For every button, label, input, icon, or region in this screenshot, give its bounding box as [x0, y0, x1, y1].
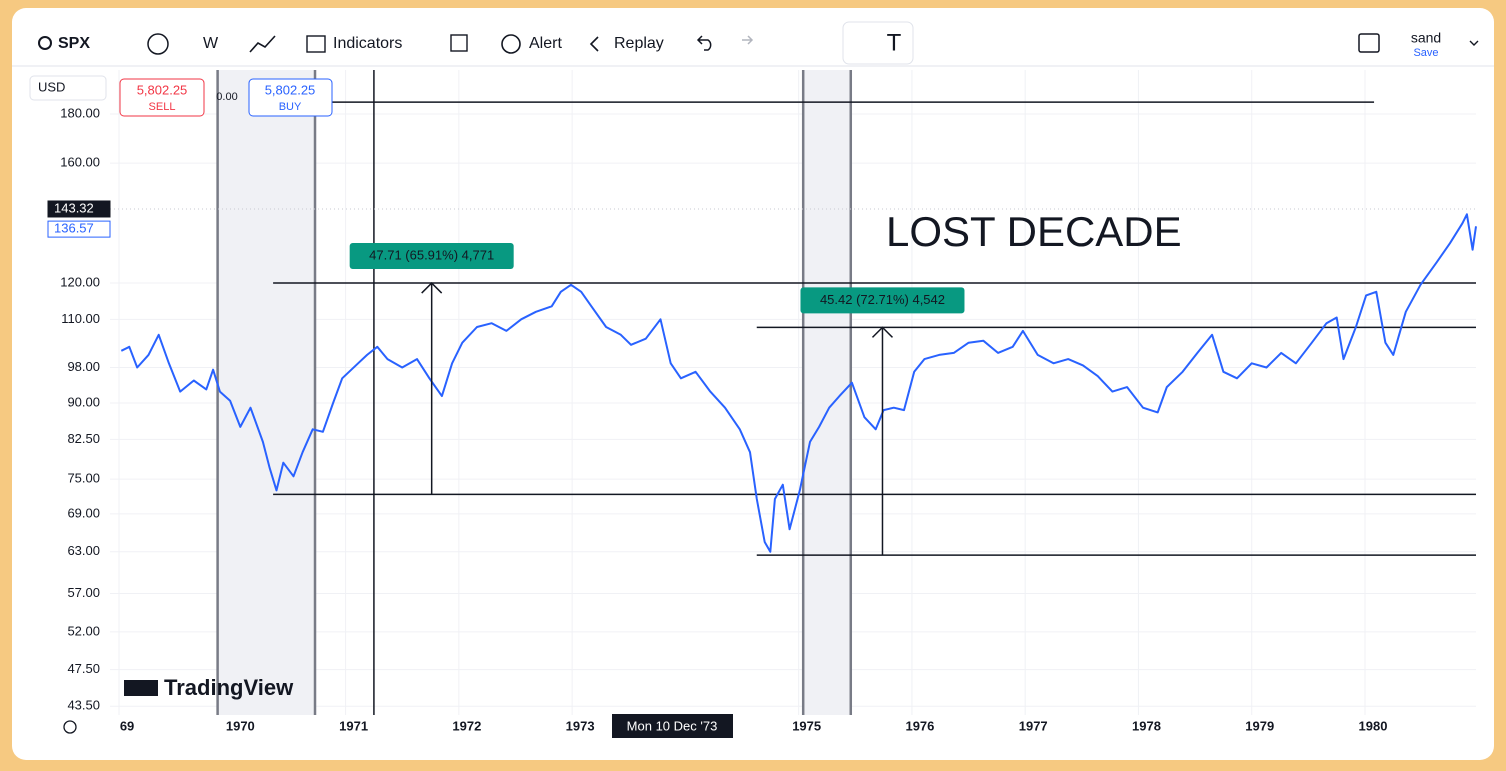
toolbar: SPX W Indicators Alert Replay T sand Sav…	[38, 21, 1479, 65]
price-label-box	[47, 220, 111, 238]
currency[interactable]: USD	[38, 79, 65, 94]
save[interactable]: Save	[1413, 47, 1438, 59]
text-tool[interactable]: T	[887, 29, 902, 56]
chart-type[interactable]	[249, 35, 276, 53]
y-tick-label: 75.00	[67, 471, 100, 486]
y-tick-label: 160.00	[60, 155, 100, 170]
redo[interactable]	[742, 35, 754, 45]
x-tick-label: 69	[120, 718, 134, 733]
y-tick-label: 120.00	[60, 274, 100, 289]
y-tick-label: 57.00	[67, 585, 100, 600]
trade-panel: USD 5,802.25 SELL 0.00 5,802.25 BUY	[29, 75, 333, 117]
shaded-range	[217, 70, 316, 715]
y-tick-label: 43.50	[67, 698, 100, 713]
search-icon[interactable]	[38, 36, 52, 50]
replay-icon[interactable]	[589, 36, 599, 52]
annotation: LOST DECADE	[886, 208, 1182, 255]
spread: 0.00	[216, 91, 237, 103]
settings[interactable]	[63, 720, 77, 734]
logo-mark	[124, 680, 158, 696]
user-name[interactable]: sand	[1411, 30, 1441, 46]
buy-price[interactable]: 5,802.25	[265, 82, 316, 97]
price-label-box	[47, 200, 111, 218]
text-tool-box	[842, 21, 914, 65]
sell-button[interactable]	[119, 78, 205, 117]
price-label: 143.32	[54, 200, 94, 215]
x-tick-label: 1980	[1359, 718, 1388, 733]
sell-price[interactable]: 5,802.25	[137, 82, 188, 97]
replay[interactable]: Replay	[614, 35, 664, 52]
crosshair-date-box	[612, 714, 733, 738]
x-tick-label: 1978	[1132, 718, 1161, 733]
currency-box[interactable]	[29, 75, 107, 101]
y-tick-label: 52.00	[67, 623, 100, 638]
x-tick-label: 1972	[452, 718, 481, 733]
alert[interactable]: Alert	[529, 35, 562, 52]
alert-icon[interactable]	[501, 34, 521, 54]
buy[interactable]: BUY	[279, 101, 302, 113]
y-tick-label: 47.50	[67, 661, 100, 676]
measure-label: 47.71 (65.91%) 4,771	[369, 247, 494, 262]
sell[interactable]: SELL	[149, 101, 176, 113]
symbol[interactable]: SPX	[58, 35, 90, 52]
arrow-head	[871, 326, 894, 338]
add-symbol[interactable]	[147, 33, 169, 55]
fullscreen[interactable]	[1358, 33, 1380, 53]
x-tick-label: 1979	[1245, 718, 1274, 733]
price-label: 136.57	[54, 221, 94, 236]
menu-arrow[interactable]	[1469, 40, 1479, 46]
y-tick-label: 180.00	[60, 105, 100, 120]
indicators-icon[interactable]	[306, 35, 326, 53]
y-tick-label: 63.00	[67, 543, 100, 558]
layouts-icon[interactable]	[450, 34, 468, 52]
plot: 47.71 (65.91%) 4,771 45.42 (72.71%) 4,542…	[110, 70, 1477, 715]
y-tick-label: 98.00	[67, 359, 100, 374]
undo[interactable]	[696, 35, 712, 51]
buy-button[interactable]	[248, 78, 333, 117]
x-tick-label: 1975	[792, 718, 821, 733]
x-tick-label: 1976	[905, 718, 934, 733]
x-tick-label: 1977	[1019, 718, 1048, 733]
watermark: TradingView	[164, 675, 294, 700]
x-tick-label: 1971	[339, 718, 368, 733]
y-tick-label: 90.00	[67, 394, 100, 409]
y-tick-label: 82.50	[67, 431, 100, 446]
y-tick-label: 69.00	[67, 505, 100, 520]
crosshair-date: Mon 10 Dec '73	[627, 718, 718, 733]
y-tick-label: 110.00	[61, 311, 100, 326]
price-line	[120, 213, 1477, 553]
arrow-head	[421, 281, 443, 294]
measure-label-box	[800, 287, 965, 314]
x-tick-label: 1973	[566, 718, 595, 733]
interval[interactable]: W	[203, 35, 219, 52]
window	[12, 8, 1494, 760]
x-tick-label: 1970	[226, 718, 255, 733]
measure-label: 45.42 (72.71%) 4,542	[820, 292, 945, 307]
indicators[interactable]: Indicators	[333, 35, 402, 52]
measure-label-box	[349, 243, 514, 270]
